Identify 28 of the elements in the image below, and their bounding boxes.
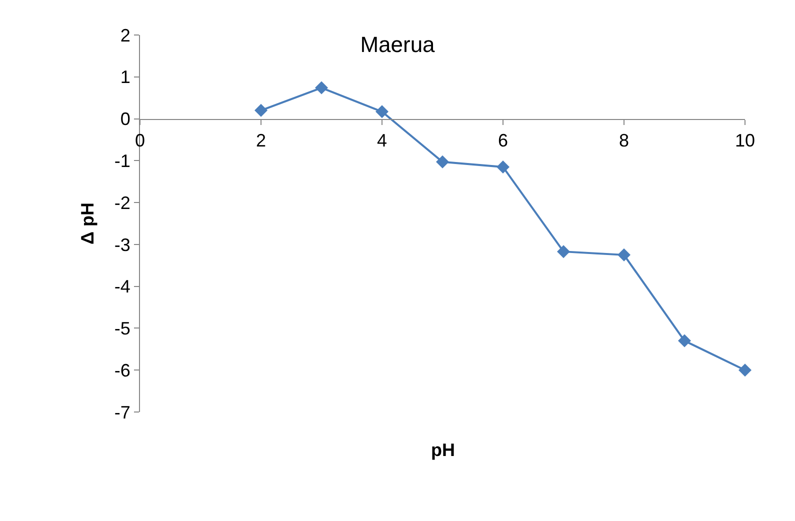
point bbox=[618, 248, 630, 262]
y-tick-label: -7 bbox=[114, 402, 130, 422]
x-tick-label: 4 bbox=[376, 130, 388, 150]
point bbox=[557, 245, 570, 258]
y-tick-label: -6 bbox=[114, 360, 130, 380]
point bbox=[678, 334, 691, 348]
y-tick-label: 1 bbox=[120, 67, 130, 88]
y-tick-label: -5 bbox=[114, 318, 130, 339]
y-tick-label: -3 bbox=[114, 234, 130, 255]
x-tick-label: 0 bbox=[134, 130, 146, 150]
point bbox=[376, 105, 388, 118]
x-tick-label: 10 bbox=[734, 130, 756, 150]
x-axis-title: pH bbox=[431, 440, 455, 460]
y-tick-label: 2 bbox=[120, 25, 130, 46]
point bbox=[315, 81, 328, 94]
point bbox=[254, 104, 268, 117]
point bbox=[496, 160, 510, 174]
y-tick-label: 0 bbox=[120, 109, 130, 130]
x-tick-label: 2 bbox=[256, 130, 266, 150]
point bbox=[436, 155, 449, 168]
y-axis-title: Δ pH bbox=[78, 202, 98, 244]
point bbox=[738, 364, 752, 377]
y-tick-label: -2 bbox=[114, 192, 130, 213]
y-tick-label: -1 bbox=[114, 150, 130, 171]
y-tick-label: -4 bbox=[114, 276, 130, 297]
x-tick-label: 6 bbox=[498, 130, 508, 150]
x-tick-label: 8 bbox=[618, 130, 630, 150]
chart-title: Maerua bbox=[360, 32, 436, 57]
